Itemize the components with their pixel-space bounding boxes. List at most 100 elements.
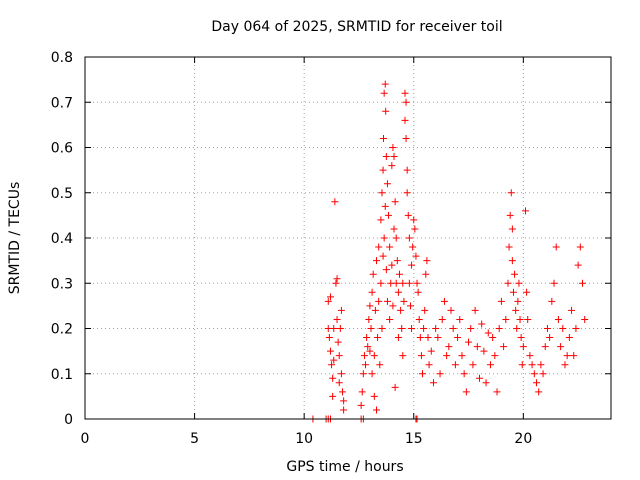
data-point xyxy=(337,370,345,378)
data-point xyxy=(380,134,388,142)
data-point xyxy=(552,243,560,251)
data-point xyxy=(386,243,394,251)
data-point xyxy=(383,297,391,305)
data-point xyxy=(369,270,377,278)
data-point xyxy=(423,257,431,265)
data-point xyxy=(568,306,576,314)
data-point xyxy=(449,325,457,332)
data-point xyxy=(502,315,510,323)
data-point xyxy=(543,325,551,332)
data-point xyxy=(401,116,409,124)
data-point xyxy=(329,392,337,400)
data-point xyxy=(537,361,545,369)
data-point xyxy=(424,334,432,342)
data-point xyxy=(548,297,556,305)
data-point xyxy=(379,252,387,260)
y-tick-label: 0.6 xyxy=(51,141,73,157)
data-point xyxy=(382,153,390,161)
data-point xyxy=(392,234,400,242)
data-point xyxy=(506,211,514,219)
data-point xyxy=(377,216,385,224)
data-point xyxy=(404,211,412,219)
data-point xyxy=(335,352,343,360)
data-point xyxy=(500,343,508,351)
data-point xyxy=(467,325,475,332)
data-point xyxy=(388,162,396,170)
data-point xyxy=(528,361,536,369)
data-point xyxy=(386,315,394,323)
data-point xyxy=(486,361,494,369)
data-point xyxy=(408,261,416,269)
data-point xyxy=(445,343,453,351)
data-point xyxy=(401,89,409,97)
data-point xyxy=(576,243,584,251)
data-point xyxy=(406,302,414,310)
data-point xyxy=(413,279,421,287)
data-point xyxy=(393,257,401,265)
data-point xyxy=(330,356,338,364)
data-point xyxy=(451,361,459,369)
y-tick-label: 0.4 xyxy=(51,231,73,247)
data-point xyxy=(497,297,505,305)
data-point xyxy=(374,334,382,342)
data-point xyxy=(403,189,411,197)
x-tick-label: 10 xyxy=(295,431,313,447)
data-point xyxy=(574,261,582,269)
data-point xyxy=(508,225,516,233)
data-point xyxy=(367,325,375,332)
data-point xyxy=(561,361,569,369)
data-point xyxy=(366,302,374,310)
data-point xyxy=(390,225,398,233)
data-point xyxy=(570,352,578,360)
data-point xyxy=(405,279,413,287)
data-point xyxy=(334,338,342,346)
data-point xyxy=(491,352,499,360)
data-point xyxy=(364,343,372,351)
data-point xyxy=(378,189,386,197)
data-point xyxy=(390,153,398,161)
y-axis-title: SRMTID / TECUs xyxy=(7,182,23,295)
data-point xyxy=(383,180,391,188)
data-point xyxy=(550,279,558,287)
data-point xyxy=(518,361,526,369)
data-point xyxy=(372,406,380,414)
data-point xyxy=(371,306,379,314)
data-point xyxy=(469,361,477,369)
data-point xyxy=(391,198,399,206)
data-point xyxy=(378,325,386,332)
data-point xyxy=(410,216,418,224)
data-point xyxy=(434,334,442,342)
data-point xyxy=(409,243,417,251)
data-point xyxy=(507,189,515,197)
data-point xyxy=(336,325,344,332)
data-point xyxy=(482,379,490,387)
data-point xyxy=(554,315,562,323)
data-point xyxy=(504,279,512,287)
data-point xyxy=(396,270,404,278)
data-point xyxy=(526,352,534,360)
data-point xyxy=(535,388,543,396)
data-point xyxy=(493,388,501,396)
data-point xyxy=(337,306,345,314)
data-point xyxy=(377,279,385,287)
data-point xyxy=(339,388,347,396)
y-tick-label: 0.8 xyxy=(51,50,73,66)
data-point xyxy=(329,374,337,382)
data-point xyxy=(419,370,427,378)
y-tick-label: 0 xyxy=(64,412,73,428)
data-points xyxy=(309,80,589,423)
data-point xyxy=(438,315,446,323)
data-point xyxy=(400,297,408,305)
data-point xyxy=(405,234,413,242)
data-point xyxy=(415,315,423,323)
data-point xyxy=(382,266,390,274)
data-point xyxy=(559,325,567,332)
data-point xyxy=(365,315,373,323)
grid-lines xyxy=(85,57,611,419)
data-point xyxy=(509,288,517,296)
data-point xyxy=(514,297,522,305)
data-point xyxy=(508,257,516,265)
data-point xyxy=(333,315,341,323)
data-point xyxy=(515,279,523,287)
